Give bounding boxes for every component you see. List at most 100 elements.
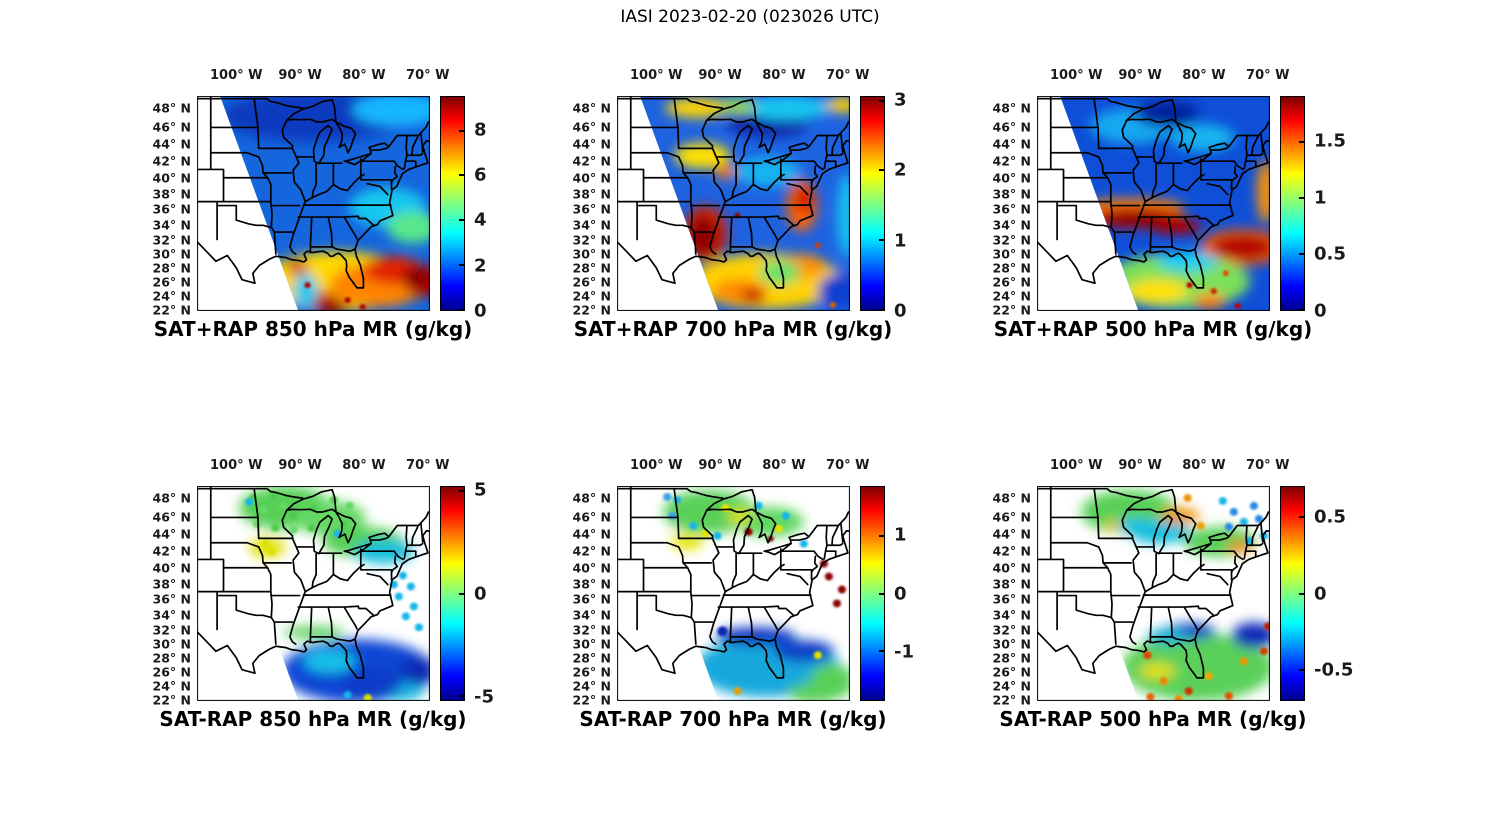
colorbar-tick-mark	[459, 264, 464, 267]
map	[1037, 486, 1270, 701]
lon-tick-label: 80° W	[1182, 68, 1226, 83]
lon-tick-label: 80° W	[762, 68, 806, 83]
lon-tick-label: 80° W	[1182, 458, 1226, 473]
lat-tick-label: 34° N	[992, 607, 1031, 623]
colorbar-tick-label: 6	[474, 164, 487, 186]
lat-tick-label: 48° N	[152, 100, 191, 116]
lat-tick-label: 36° N	[152, 201, 191, 217]
colorbar-tick-mark	[1299, 309, 1304, 311]
lon-tick-label: 90° W	[278, 458, 322, 473]
colorbar-tick-mark	[879, 650, 884, 653]
lat-tick-label: 24° N	[152, 678, 191, 694]
lon-tick-label: 100° W	[209, 68, 263, 83]
colorbar-tick-mark	[1299, 140, 1304, 143]
panel-title: SAT+RAP 850 hPa MR (g/kg)	[153, 317, 473, 341]
lon-tick-label: 90° W	[698, 458, 742, 473]
lat-tick-label: 24° N	[572, 288, 611, 304]
lat-tick-label: 42° N	[572, 153, 611, 169]
lat-tick-label: 34° N	[992, 217, 1031, 233]
lat-tick-label: 26° N	[572, 664, 611, 680]
lon-tick-label: 100° W	[1049, 458, 1103, 473]
lat-tick-label: 28° N	[152, 650, 191, 666]
colorbar-gradient	[1281, 487, 1304, 700]
latitude-axis: 48° N 46° N 44° N 42° N 40° N 38° N 36° N 34° N…	[555, 486, 611, 707]
lat-tick-label: 40° N	[572, 560, 611, 576]
lon-tick-label: 90° W	[1118, 458, 1162, 473]
lat-tick-label: 26° N	[152, 664, 191, 680]
colorbar-labels: -1 0 1	[894, 486, 954, 701]
map	[197, 486, 430, 701]
colorbar-tick-label: -5	[474, 686, 494, 708]
colorbar-tick-mark	[879, 309, 884, 311]
colorbar-tick-label: 1	[894, 230, 907, 252]
lat-tick-label: 46° N	[992, 509, 1031, 525]
lat-tick-label: 42° N	[992, 543, 1031, 559]
colorbar-tick-mark	[459, 219, 464, 222]
lat-tick-label: 28° N	[992, 260, 1031, 276]
latitude-axis: 48° N 46° N 44° N 42° N 40° N 38° N 36° N 34° N…	[135, 96, 191, 317]
lat-tick-label: 44° N	[152, 136, 191, 152]
colorbar-tick-label: 1	[894, 524, 907, 546]
map-frame	[617, 486, 850, 701]
colorbar-labels: 0 1 2 3	[894, 89, 954, 321]
lat-tick-label: 46° N	[572, 119, 611, 135]
colorbar-tick-mark	[459, 592, 464, 595]
lat-tick-label: 36° N	[992, 591, 1031, 607]
panel-title: SAT-RAP 500 hPa MR (g/kg)	[999, 707, 1307, 731]
lat-tick-label: 24° N	[152, 288, 191, 304]
lat-tick-label: 38° N	[152, 576, 191, 592]
colorbar-tick-label: 0	[474, 583, 487, 604]
lat-tick-label: 48° N	[992, 100, 1031, 116]
map-frame	[197, 486, 430, 701]
lat-tick-label: 30° N	[152, 636, 191, 652]
colorbar-tick-mark	[879, 169, 884, 172]
lat-tick-label: 44° N	[572, 136, 611, 152]
longitude-axis: 100° W 90° W 80° W 70° W	[1037, 68, 1290, 88]
map-frame	[1037, 486, 1270, 701]
colorbar	[860, 96, 885, 311]
lon-tick-label: 100° W	[1049, 68, 1103, 83]
colorbar-tick-mark	[459, 490, 464, 493]
longitude-axis: 100° W 90° W 80° W 70° W	[617, 458, 870, 478]
panel-sat-plus-rap-700: 100° W 90° W 80° W 70° W 48° N 46° N 44° N 42°…	[573, 68, 907, 341]
lat-tick-label: 28° N	[572, 260, 611, 276]
lon-tick-label: 100° W	[629, 68, 683, 83]
colorbar-tick-label: 4	[474, 209, 487, 231]
colorbar-tick-label: 0	[894, 300, 907, 322]
colorbar-tick-label: 0	[474, 300, 487, 322]
longitude-axis: 100° W 90° W 80° W 70° W	[617, 68, 870, 88]
lat-tick-label: 48° N	[572, 100, 611, 116]
map-frame	[617, 96, 850, 311]
lon-tick-label: 90° W	[1118, 68, 1162, 83]
colorbar-tick-label: 0.5	[1314, 243, 1346, 265]
lat-tick-label: 24° N	[572, 678, 611, 694]
colorbar-tick-label: 0	[894, 583, 907, 604]
colorbar-gradient	[441, 487, 464, 700]
colorbar-tick-label: 5	[474, 479, 487, 501]
data-field	[239, 486, 430, 701]
lat-tick-label: 36° N	[152, 591, 191, 607]
lat-tick-label: 22° N	[572, 302, 611, 318]
colorbar	[860, 486, 885, 701]
panel-title: SAT-RAP 700 hPa MR (g/kg)	[579, 707, 887, 731]
colorbar-gradient	[1281, 97, 1304, 310]
colorbar-tick-label: 1.5	[1314, 130, 1346, 152]
lat-tick-label: 30° N	[992, 636, 1031, 652]
colorbar-tick-label: -1	[894, 641, 914, 663]
lat-tick-label: 32° N	[572, 622, 611, 638]
latitude-axis: 48° N 46° N 44° N 42° N 40° N 38° N 36° N 34° N…	[975, 486, 1031, 707]
lon-tick-label: 70° W	[1246, 458, 1290, 473]
colorbar-tick-label: 3	[894, 89, 907, 111]
colorbar-tick-label: 1	[1314, 187, 1327, 209]
lat-tick-label: 34° N	[152, 217, 191, 233]
lat-tick-label: 42° N	[992, 153, 1031, 169]
latitude-axis: 48° N 46° N 44° N 42° N 40° N 38° N 36° N 34° N…	[555, 96, 611, 317]
panel-sat-minus-rap-850: 100° W 90° W 80° W 70° W 48° N 46° N 44° N 42°…	[153, 458, 494, 731]
lat-tick-label: 22° N	[992, 692, 1031, 708]
lon-tick-label: 80° W	[342, 68, 386, 83]
colorbar-tick-label: -0.5	[1314, 659, 1354, 681]
lat-tick-label: 26° N	[572, 274, 611, 290]
map	[1037, 96, 1270, 311]
latitude-axis: 48° N 46° N 44° N 42° N 40° N 38° N 36° N 34° N…	[135, 486, 191, 707]
lat-tick-label: 48° N	[572, 490, 611, 506]
